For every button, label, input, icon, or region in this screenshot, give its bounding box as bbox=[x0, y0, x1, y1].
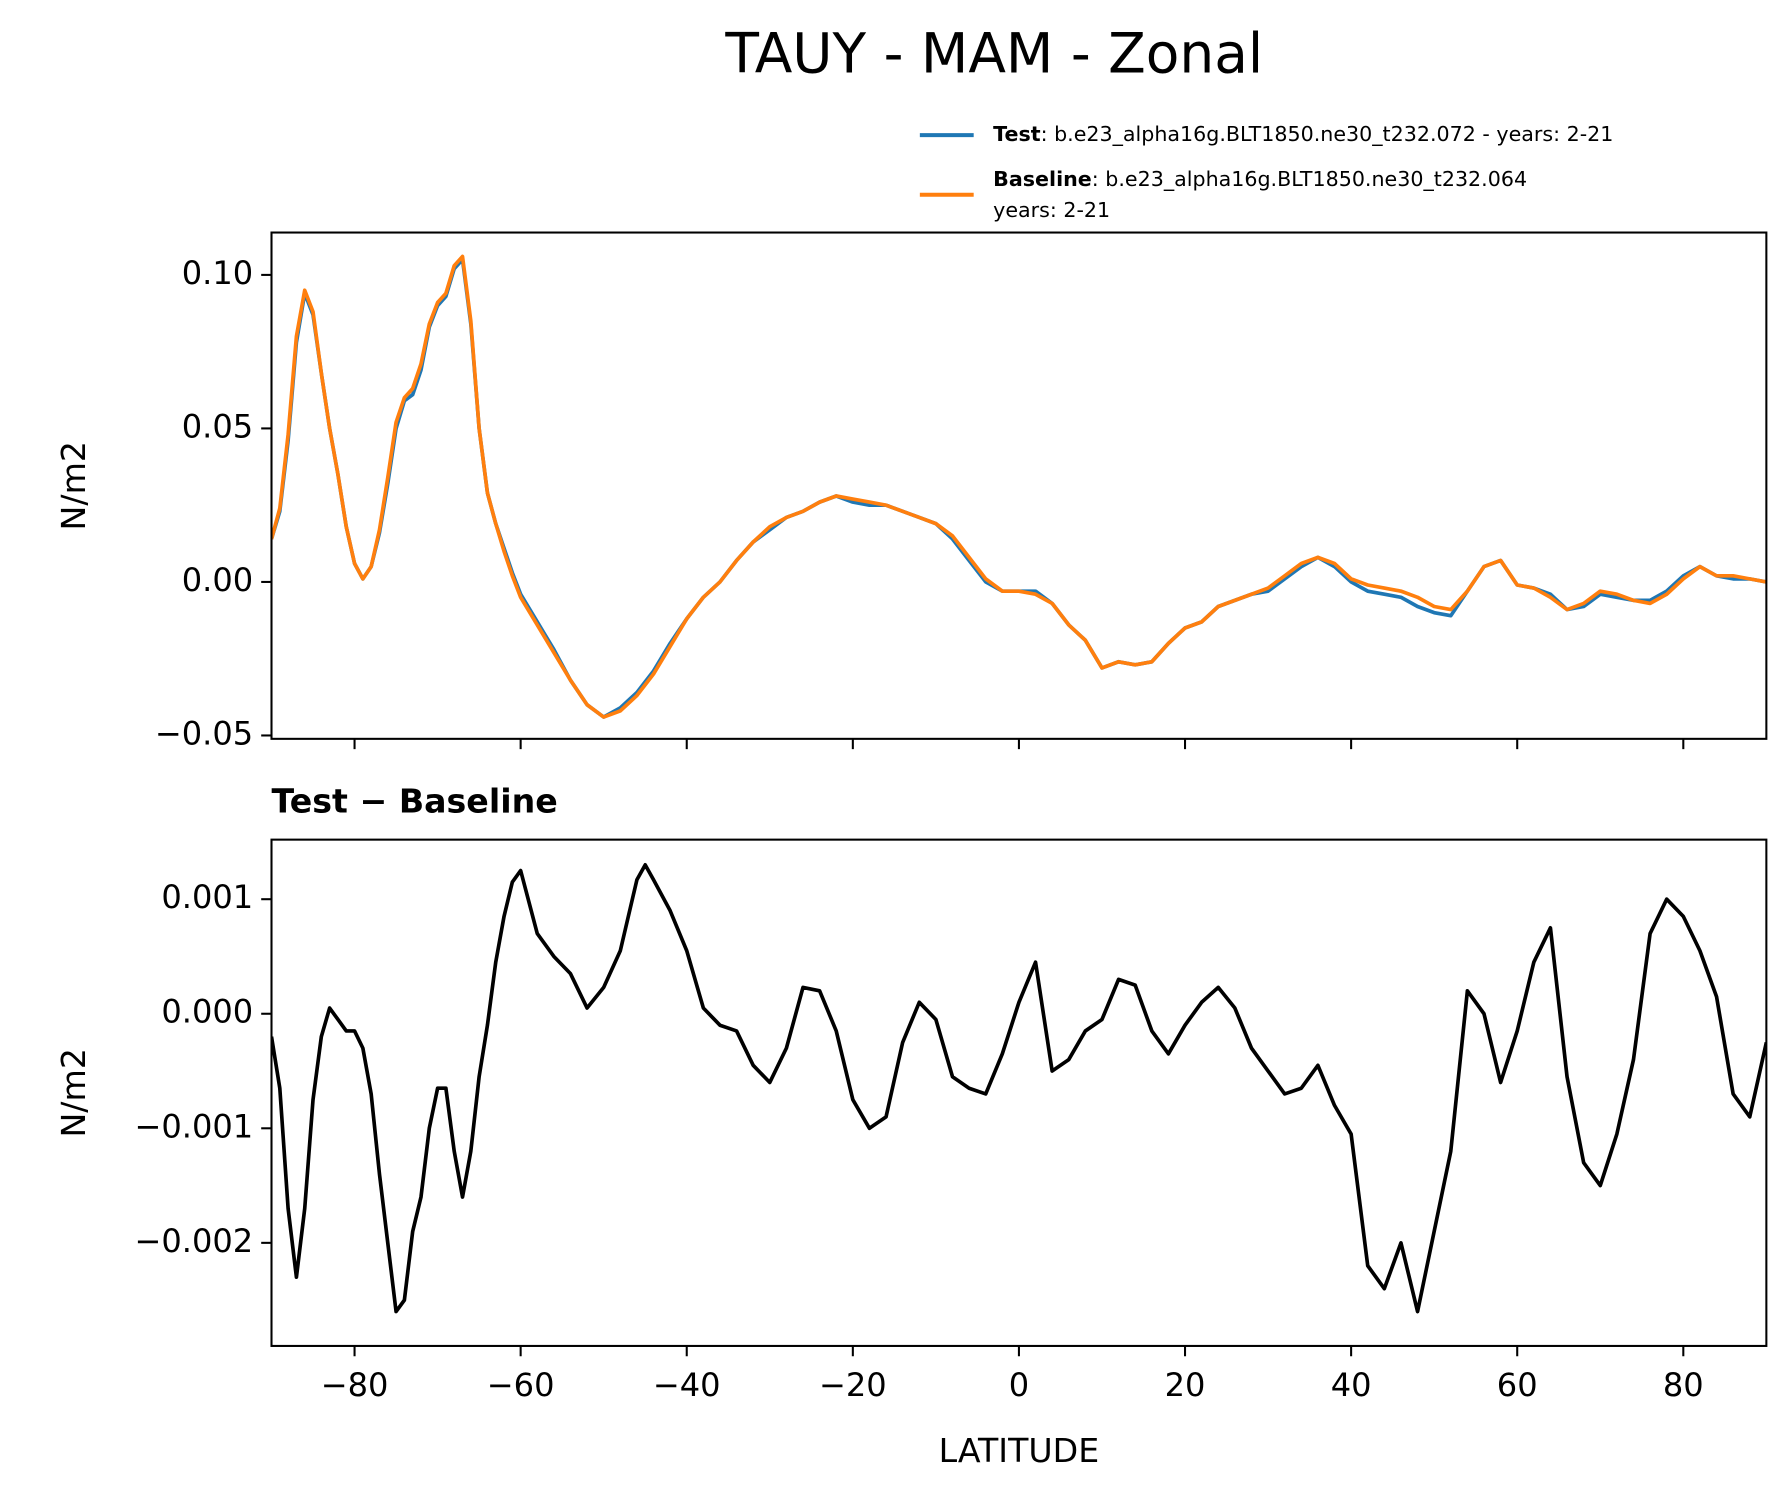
y-tick-label: −0.001 bbox=[135, 1107, 254, 1145]
x-tick-label: 60 bbox=[1497, 1366, 1538, 1404]
y-tick-label: 0.000 bbox=[161, 993, 253, 1031]
y-axis-label: N/m2 bbox=[54, 1048, 93, 1138]
legend-label: years: 2-21 bbox=[993, 198, 1110, 222]
legend-name: Test bbox=[993, 122, 1041, 146]
y-tick-label: 0.10 bbox=[182, 254, 253, 292]
y-tick-label: 0.05 bbox=[182, 407, 253, 445]
x-tick-label: −60 bbox=[487, 1366, 555, 1404]
x-tick-label: 0 bbox=[1009, 1366, 1029, 1404]
series-line bbox=[271, 863, 1767, 1314]
x-tick-label: 20 bbox=[1165, 1366, 1206, 1404]
x-axis-label: LATITUDE bbox=[939, 1431, 1100, 1470]
y-tick-label: −0.002 bbox=[135, 1222, 254, 1260]
legend-text: years: 2-21 bbox=[993, 198, 1110, 222]
x-tick-label: 80 bbox=[1663, 1366, 1704, 1404]
legend-name: Baseline bbox=[993, 167, 1092, 191]
figure-title: TAUY - MAM - Zonal bbox=[724, 21, 1263, 85]
x-tick-label: −80 bbox=[321, 1366, 389, 1404]
subplot-title: Test − Baseline bbox=[272, 781, 558, 820]
y-axis-label: N/m2 bbox=[54, 441, 93, 531]
axes-frame bbox=[270, 231, 1768, 740]
legend-label: Test: b.e23_alpha16g.BLT1850.ne30_t232.0… bbox=[993, 122, 1613, 147]
y-tick-label: 0.001 bbox=[161, 878, 253, 916]
axes-frame bbox=[270, 838, 1768, 1347]
series-line bbox=[271, 254, 1767, 719]
legend-text: : b.e23_alpha16g.BLT1850.ne30_t232.064 bbox=[1092, 167, 1527, 192]
x-tick-label: −20 bbox=[819, 1366, 887, 1404]
y-tick-label: −0.05 bbox=[155, 714, 253, 752]
y-tick-label: 0.00 bbox=[182, 561, 253, 599]
legend-label: Baseline: b.e23_alpha16g.BLT1850.ne30_t2… bbox=[993, 167, 1527, 192]
x-tick-label: −40 bbox=[653, 1366, 721, 1404]
legend-text: : b.e23_alpha16g.BLT1850.ne30_t232.072 -… bbox=[1041, 122, 1614, 147]
x-tick-label: 40 bbox=[1331, 1366, 1372, 1404]
